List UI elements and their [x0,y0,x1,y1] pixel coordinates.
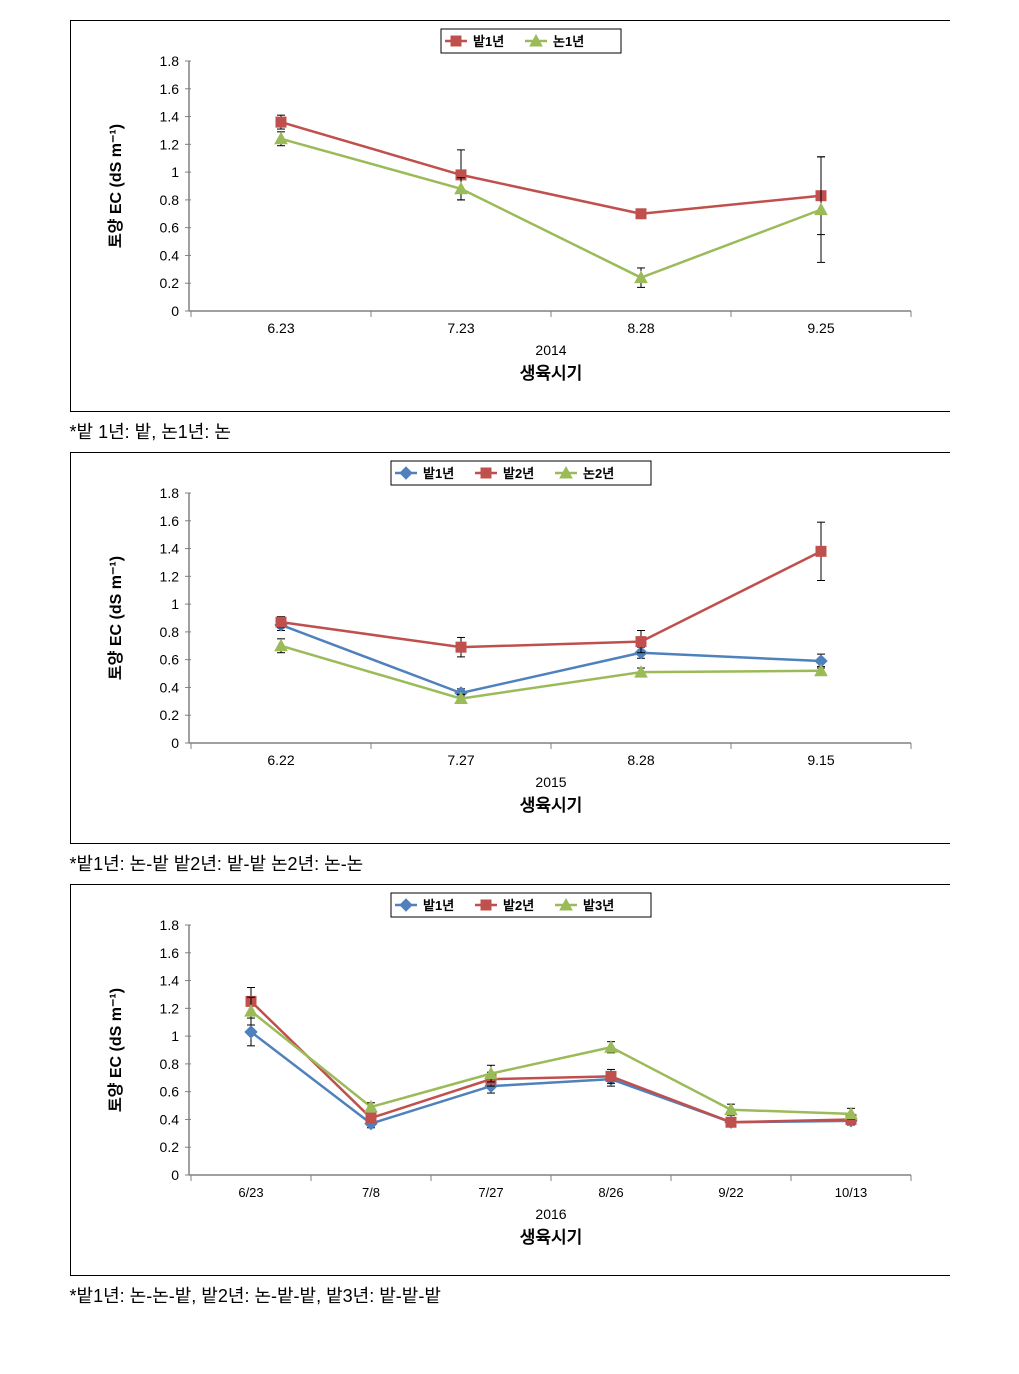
svg-text:0.6: 0.6 [159,1084,179,1100]
chart-2014-svg: 0 0.2 0.4 0.6 0.8 1 1.2 1.4 1.6 1.8 6.23 7.23 8.28 9.… [71,21,951,411]
chart-2016-svg: 0 0.2 0.4 0.6 0.8 1 1.2 1.4 1.6 1.8 6/23 7/8 7/27 8/2… [71,885,951,1275]
svg-text:7.27: 7.27 [447,752,474,768]
svg-text:밭1년: 밭1년 [423,466,454,481]
svg-text:토양 EC (dS m⁻¹): 토양 EC (dS m⁻¹) [107,556,125,680]
svg-text:2014: 2014 [535,342,566,358]
svg-text:1.4: 1.4 [159,973,179,989]
svg-text:밭2년: 밭2년 [503,466,534,481]
chart-2016: 0 0.2 0.4 0.6 0.8 1 1.2 1.4 1.6 1.8 6/23 7/8 7/27 8/2… [70,884,950,1276]
svg-text:0.8: 0.8 [159,624,179,640]
chart-2014: 0 0.2 0.4 0.6 0.8 1 1.2 1.4 1.6 1.8 6.23 7.23 8.28 9.… [70,20,950,412]
svg-text:2015: 2015 [535,774,566,790]
svg-text:8.28: 8.28 [627,752,654,768]
svg-text:1: 1 [171,1028,179,1044]
svg-text:7.23: 7.23 [447,320,474,336]
svg-text:9.15: 9.15 [807,752,834,768]
svg-text:1: 1 [171,164,179,180]
svg-text:9.25: 9.25 [807,320,834,336]
svg-text:생육시기: 생육시기 [519,364,582,383]
chart-2015: 0 0.2 0.4 0.6 0.8 1 1.2 1.4 1.6 1.8 6.22 7.27 8.28 9.… [70,452,950,844]
svg-text:0.2: 0.2 [159,707,179,723]
svg-text:논1년: 논1년 [553,34,584,49]
svg-text:6/23: 6/23 [238,1185,263,1200]
svg-text:1.2: 1.2 [159,1000,179,1016]
svg-text:토양 EC (dS m⁻¹): 토양 EC (dS m⁻¹) [107,124,125,248]
svg-text:1.8: 1.8 [159,917,179,933]
svg-text:0.8: 0.8 [159,1056,179,1072]
svg-text:밭1년: 밭1년 [473,34,504,49]
svg-text:1.2: 1.2 [159,136,179,152]
caption-2016: *밭1년: 논-논-밭, 밭2년: 논-밭-밭, 밭3년: 밭-밭-밭 [70,1282,950,1308]
svg-text:생육시기: 생육시기 [519,796,582,815]
svg-text:논2년: 논2년 [583,466,614,481]
svg-text:6.23: 6.23 [267,320,294,336]
svg-text:1.8: 1.8 [159,485,179,501]
svg-text:1.4: 1.4 [159,109,179,125]
caption-2014: *밭 1년: 밭, 논1년: 논 [70,418,950,444]
svg-text:1.4: 1.4 [159,541,179,557]
chart-2015-svg: 0 0.2 0.4 0.6 0.8 1 1.2 1.4 1.6 1.8 6.22 7.27 8.28 9.… [71,453,951,843]
svg-text:0.4: 0.4 [159,1111,179,1127]
svg-text:2016: 2016 [535,1206,566,1222]
svg-text:토양 EC (dS m⁻¹): 토양 EC (dS m⁻¹) [107,988,125,1112]
svg-text:밭3년: 밭3년 [583,898,614,913]
svg-text:10/13: 10/13 [834,1185,867,1200]
svg-text:9/22: 9/22 [718,1185,743,1200]
svg-text:0.6: 0.6 [159,652,179,668]
svg-text:1: 1 [171,596,179,612]
svg-text:1.2: 1.2 [159,568,179,584]
svg-text:1.6: 1.6 [159,81,179,97]
svg-text:0.2: 0.2 [159,1139,179,1155]
svg-text:0: 0 [171,303,179,319]
svg-text:6.22: 6.22 [267,752,294,768]
svg-text:밭1년: 밭1년 [423,898,454,913]
svg-text:0.8: 0.8 [159,192,179,208]
svg-text:1.6: 1.6 [159,513,179,529]
svg-text:0.6: 0.6 [159,220,179,236]
caption-2015: *밭1년: 논-밭 밭2년: 밭-밭 논2년: 논-논 [70,850,950,876]
svg-text:7/27: 7/27 [478,1185,503,1200]
svg-text:8/26: 8/26 [598,1185,623,1200]
svg-text:0: 0 [171,1167,179,1183]
svg-text:1.8: 1.8 [159,53,179,69]
svg-text:0.4: 0.4 [159,679,179,695]
svg-text:0: 0 [171,735,179,751]
svg-text:1.6: 1.6 [159,945,179,961]
svg-text:생육시기: 생육시기 [519,1228,582,1247]
svg-text:8.28: 8.28 [627,320,654,336]
svg-text:7/8: 7/8 [361,1185,379,1200]
svg-text:0.2: 0.2 [159,275,179,291]
svg-text:0.4: 0.4 [159,247,179,263]
svg-text:밭2년: 밭2년 [503,898,534,913]
